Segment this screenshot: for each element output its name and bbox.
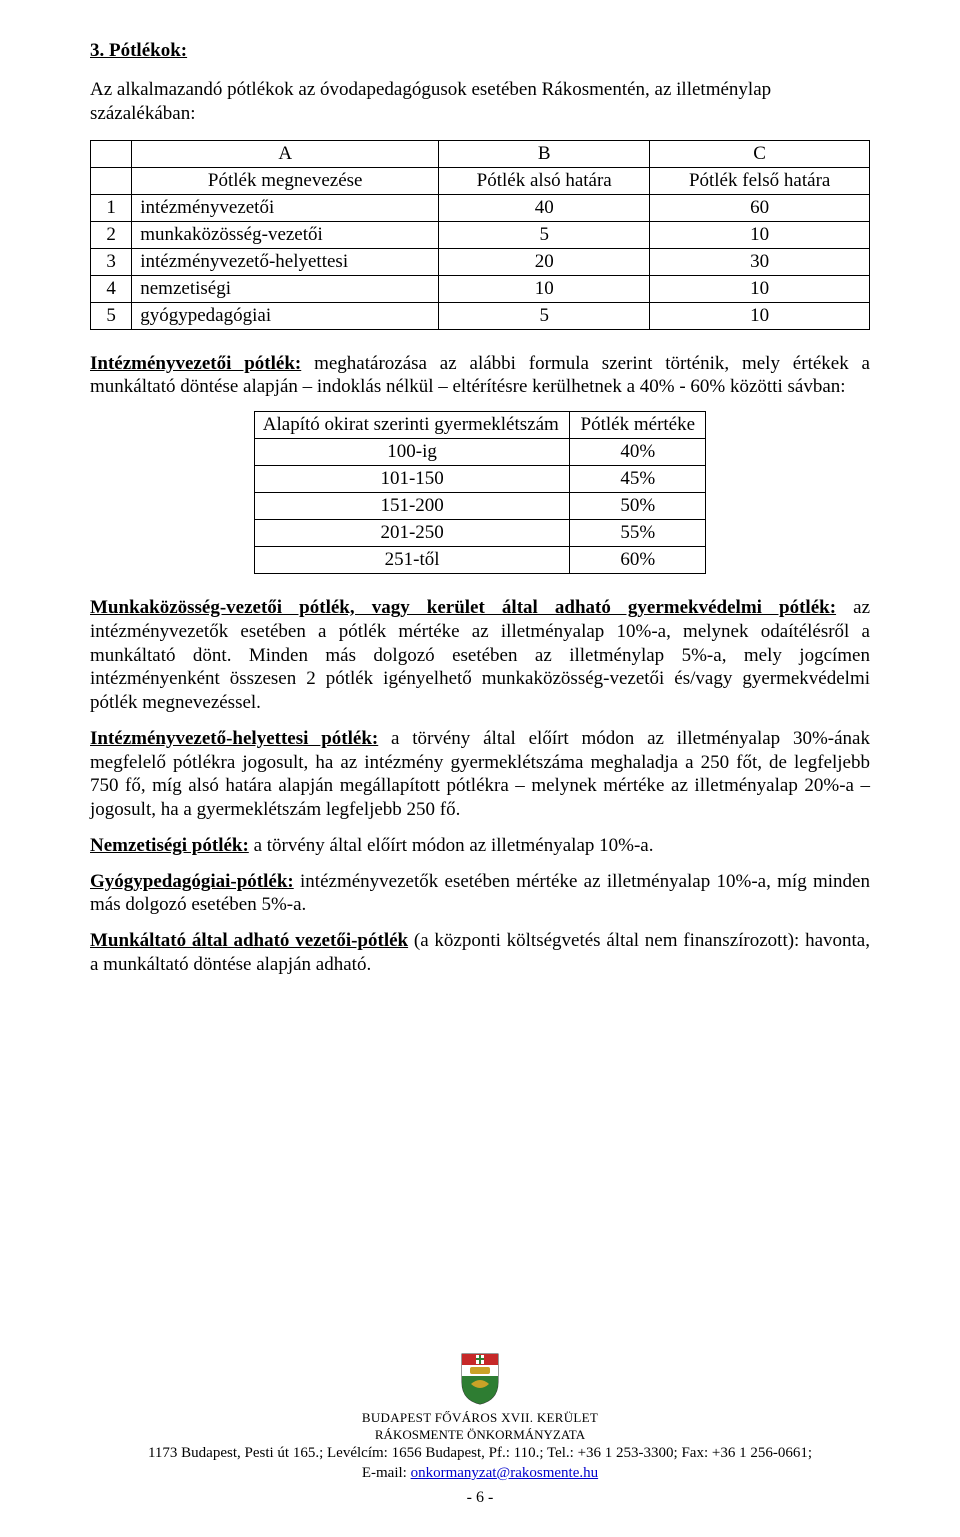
table-row: 101-150 45% [254,466,705,493]
table-row: Pótlék megnevezése Pótlék alsó határa Pó… [91,167,870,194]
table-cell: 2 [91,221,132,248]
table-row: 5 gyógypedagógiai 5 10 [91,302,870,329]
table-row: A B C [91,140,870,167]
table-row: 2 munkaközösség-vezetői 5 10 [91,221,870,248]
intro-paragraph: Az alkalmazandó pótlékok az óvodapedagóg… [90,78,870,126]
table-cell: 5 [439,221,650,248]
paragraph-body: a törvény által előírt módon az illetmén… [249,835,654,856]
paragraph-lead: Munkáltató által adható vezetői-pótlék [90,930,408,951]
footer: BUDAPEST FŐVÁROS XVII. KERÜLET RÁKOSMENT… [0,1352,960,1509]
table-row: Alapító okirat szerinti gyermeklétszám P… [254,412,705,439]
table-header-high: Pótlék felső határa [650,167,870,194]
crest-icon [458,1352,502,1406]
table-cell: munkaközösség-vezetői [132,221,439,248]
page-number: - 6 - [0,1488,960,1509]
table-cell: 10 [439,275,650,302]
allowance-table: A B C Pótlék megnevezése Pótlék alsó hat… [90,140,870,330]
table-cell: 4 [91,275,132,302]
footer-email-label: E-mail: [362,1465,411,1481]
table-cell: 20 [439,248,650,275]
footer-email-line: E-mail: onkormanyzat@rakosmente.hu [0,1464,960,1484]
section-title: 3. Pótlékok: [90,40,870,62]
table-cell: 5 [439,302,650,329]
table-cell: gyógypedagógiai [132,302,439,329]
table-header-name: Pótlék megnevezése [132,167,439,194]
footer-org-line2: RÁKOSMENTE ÖNKORMÁNYZATA [0,1427,960,1444]
table-header-a: A [132,140,439,167]
table-row: 1 intézményvezetői 40 60 [91,194,870,221]
table-cell: 10 [650,302,870,329]
paragraph-lead: Gyógypedagógiai-pótlék: [90,871,294,892]
table-cell: 40% [570,439,706,466]
table-row: 100-ig 40% [254,439,705,466]
table-cell: 1 [91,194,132,221]
table-cell: intézményvezető-helyettesi [132,248,439,275]
table-cell: 201-250 [254,520,570,547]
table-row: 251-től 60% [254,547,705,574]
footer-org-line1: BUDAPEST FŐVÁROS XVII. KERÜLET [0,1410,960,1427]
table-cell: 55% [570,520,706,547]
table-cell: 101-150 [254,466,570,493]
table-cell: 10 [650,275,870,302]
paragraph-vezetoi: Munkáltató által adható vezetői-pótlék (… [90,929,870,977]
table-cell-blank [91,167,132,194]
table-header-b: B [439,140,650,167]
paragraph-helyettes: Intézményvezető-helyettesi pótlék: a tör… [90,727,870,822]
table-cell: 30 [650,248,870,275]
table-cell: 40 [439,194,650,221]
footer-contact: 1173 Budapest, Pesti út 165.; Levélcím: … [0,1444,960,1464]
paragraph-intvez: Intézményvezetői pótlék: meghatározása a… [90,352,870,400]
table-row: 151-200 50% [254,493,705,520]
paragraph-lead: Intézményvezetői pótlék: [90,353,301,374]
table-cell: 151-200 [254,493,570,520]
table-cell: intézményvezetői [132,194,439,221]
table-cell: 50% [570,493,706,520]
table-cell: 60% [570,547,706,574]
table-header: Pótlék mértéke [570,412,706,439]
table-cell: 10 [650,221,870,248]
table-header: Alapító okirat szerinti gyermeklétszám [254,412,570,439]
paragraph-nemzetisegi: Nemzetiségi pótlék: a törvény által előí… [90,834,870,858]
page: 3. Pótlékok: Az alkalmazandó pótlékok az… [0,0,960,1537]
paragraph-lead: Intézményvezető-helyettesi pótlék: [90,728,378,749]
table-cell: 3 [91,248,132,275]
table-cell: 100-ig [254,439,570,466]
table-cell: 60 [650,194,870,221]
paragraph-gyogyped: Gyógypedagógiai-pótlék: intézményvezetők… [90,870,870,918]
table-row: 4 nemzetiségi 10 10 [91,275,870,302]
table-header-c: C [650,140,870,167]
table-row: 201-250 55% [254,520,705,547]
footer-email-link[interactable]: onkormanyzat@rakosmente.hu [411,1465,599,1481]
paragraph-lead: Nemzetiségi pótlék: [90,835,249,856]
table-row: 3 intézményvezető-helyettesi 20 30 [91,248,870,275]
table-header-low: Pótlék alsó határa [439,167,650,194]
percent-table: Alapító okirat szerinti gyermeklétszám P… [254,411,706,574]
table-cell: nemzetiségi [132,275,439,302]
table-cell: 251-től [254,547,570,574]
table-cell-blank [91,140,132,167]
table-cell: 45% [570,466,706,493]
paragraph-lead: Munkaközösség-vezetői pótlék, vagy kerül… [90,597,836,618]
paragraph-munkakoz: Munkaközösség-vezetői pótlék, vagy kerül… [90,596,870,715]
table-cell: 5 [91,302,132,329]
